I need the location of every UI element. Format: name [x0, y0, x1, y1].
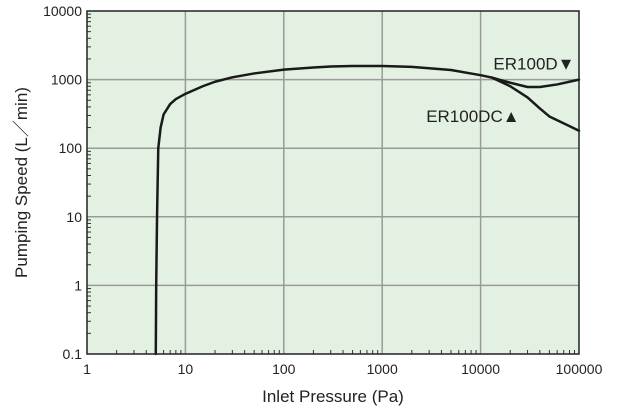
x-tick-label: 10	[178, 361, 194, 377]
y-axis-title: Pumping Speed (L／min)	[12, 87, 31, 278]
x-tick-label: 100	[272, 361, 296, 377]
x-tick-label: 1	[83, 361, 91, 377]
series-line-0	[154, 64, 581, 356]
y-tick-labels: 0.1 1 10 100 1000 10000	[43, 3, 82, 362]
grid-lines	[87, 11, 579, 354]
series-annotation-0: ER100D▼	[493, 55, 574, 74]
series-annotations: ER100D▼ ER100DC▲	[426, 55, 574, 127]
x-tick-label: 100000	[556, 361, 603, 377]
y-tick-label: 1000	[51, 72, 82, 88]
y-tick-label: 10000	[43, 3, 82, 19]
y-tick-label: 0.1	[63, 346, 83, 362]
x-tick-labels: 1 10 100 1000 10000 100000	[83, 361, 602, 377]
series-annotation-1: ER100DC▲	[426, 107, 519, 126]
y-tick-label: 1	[74, 277, 82, 293]
x-tick-label: 1000	[367, 361, 398, 377]
y-tick-label: 10	[66, 209, 82, 225]
series-line-1	[490, 76, 581, 132]
x-axis-title: Inlet Pressure (Pa)	[262, 387, 404, 406]
plot-frame	[86, 10, 580, 355]
y-tick-label: 100	[59, 140, 83, 156]
x-tick-label: 10000	[461, 361, 500, 377]
series-lines	[154, 64, 581, 356]
plot-area	[87, 11, 579, 354]
